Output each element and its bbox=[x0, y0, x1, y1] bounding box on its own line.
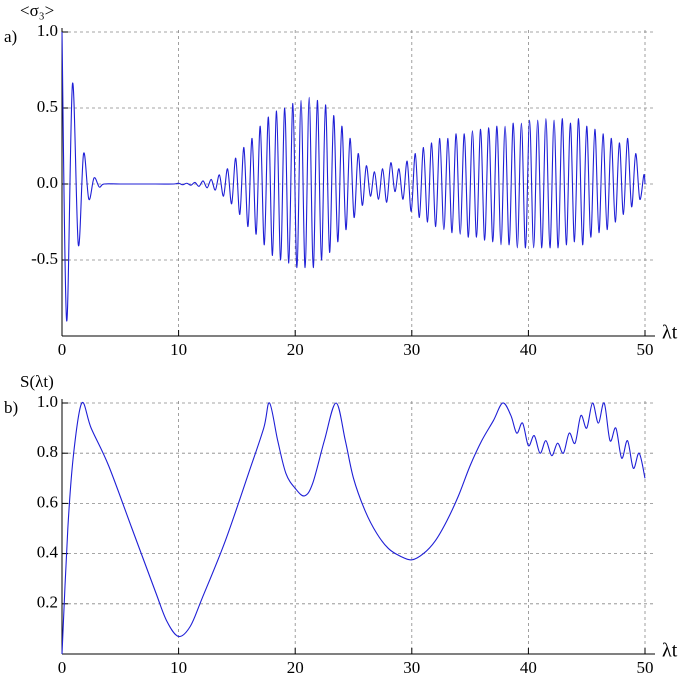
y-axis-label: S(λt) bbox=[20, 372, 54, 391]
x-tick-label: 0 bbox=[58, 658, 67, 677]
y-tick-label: -0.5 bbox=[31, 249, 58, 268]
y-tick-label: 0.6 bbox=[37, 492, 58, 511]
y-tick-label: 0.4 bbox=[37, 543, 59, 562]
x-tick-label: 20 bbox=[287, 658, 304, 677]
data-line bbox=[61, 31, 646, 322]
x-tick-label: 40 bbox=[520, 340, 537, 359]
y-tick-label: 0.0 bbox=[37, 173, 58, 192]
y-axis-label: <σ₃> bbox=[20, 1, 54, 20]
x-tick-label: 30 bbox=[403, 340, 420, 359]
x-axis-label: λt bbox=[662, 640, 678, 662]
x-axis-label: λt bbox=[662, 322, 678, 344]
x-tick-label: 50 bbox=[637, 340, 654, 359]
x-tick-label: 20 bbox=[287, 340, 304, 359]
y-tick-label: 0.2 bbox=[37, 593, 58, 612]
y-tick-label: 0.8 bbox=[37, 442, 58, 461]
x-tick-label: 10 bbox=[170, 658, 187, 677]
x-tick-label: 30 bbox=[403, 658, 420, 677]
x-tick-label: 50 bbox=[637, 658, 654, 677]
y-tick-label: 1.0 bbox=[37, 392, 58, 411]
x-tick-label: 0 bbox=[58, 340, 67, 359]
x-tick-label: 40 bbox=[520, 658, 537, 677]
panel-label: b) bbox=[4, 398, 18, 417]
y-tick-label: 1.0 bbox=[37, 21, 58, 40]
panel-label: a) bbox=[4, 27, 17, 46]
y-tick-label: 0.5 bbox=[37, 97, 58, 116]
data-line bbox=[61, 401, 646, 655]
x-tick-label: 10 bbox=[170, 340, 187, 359]
